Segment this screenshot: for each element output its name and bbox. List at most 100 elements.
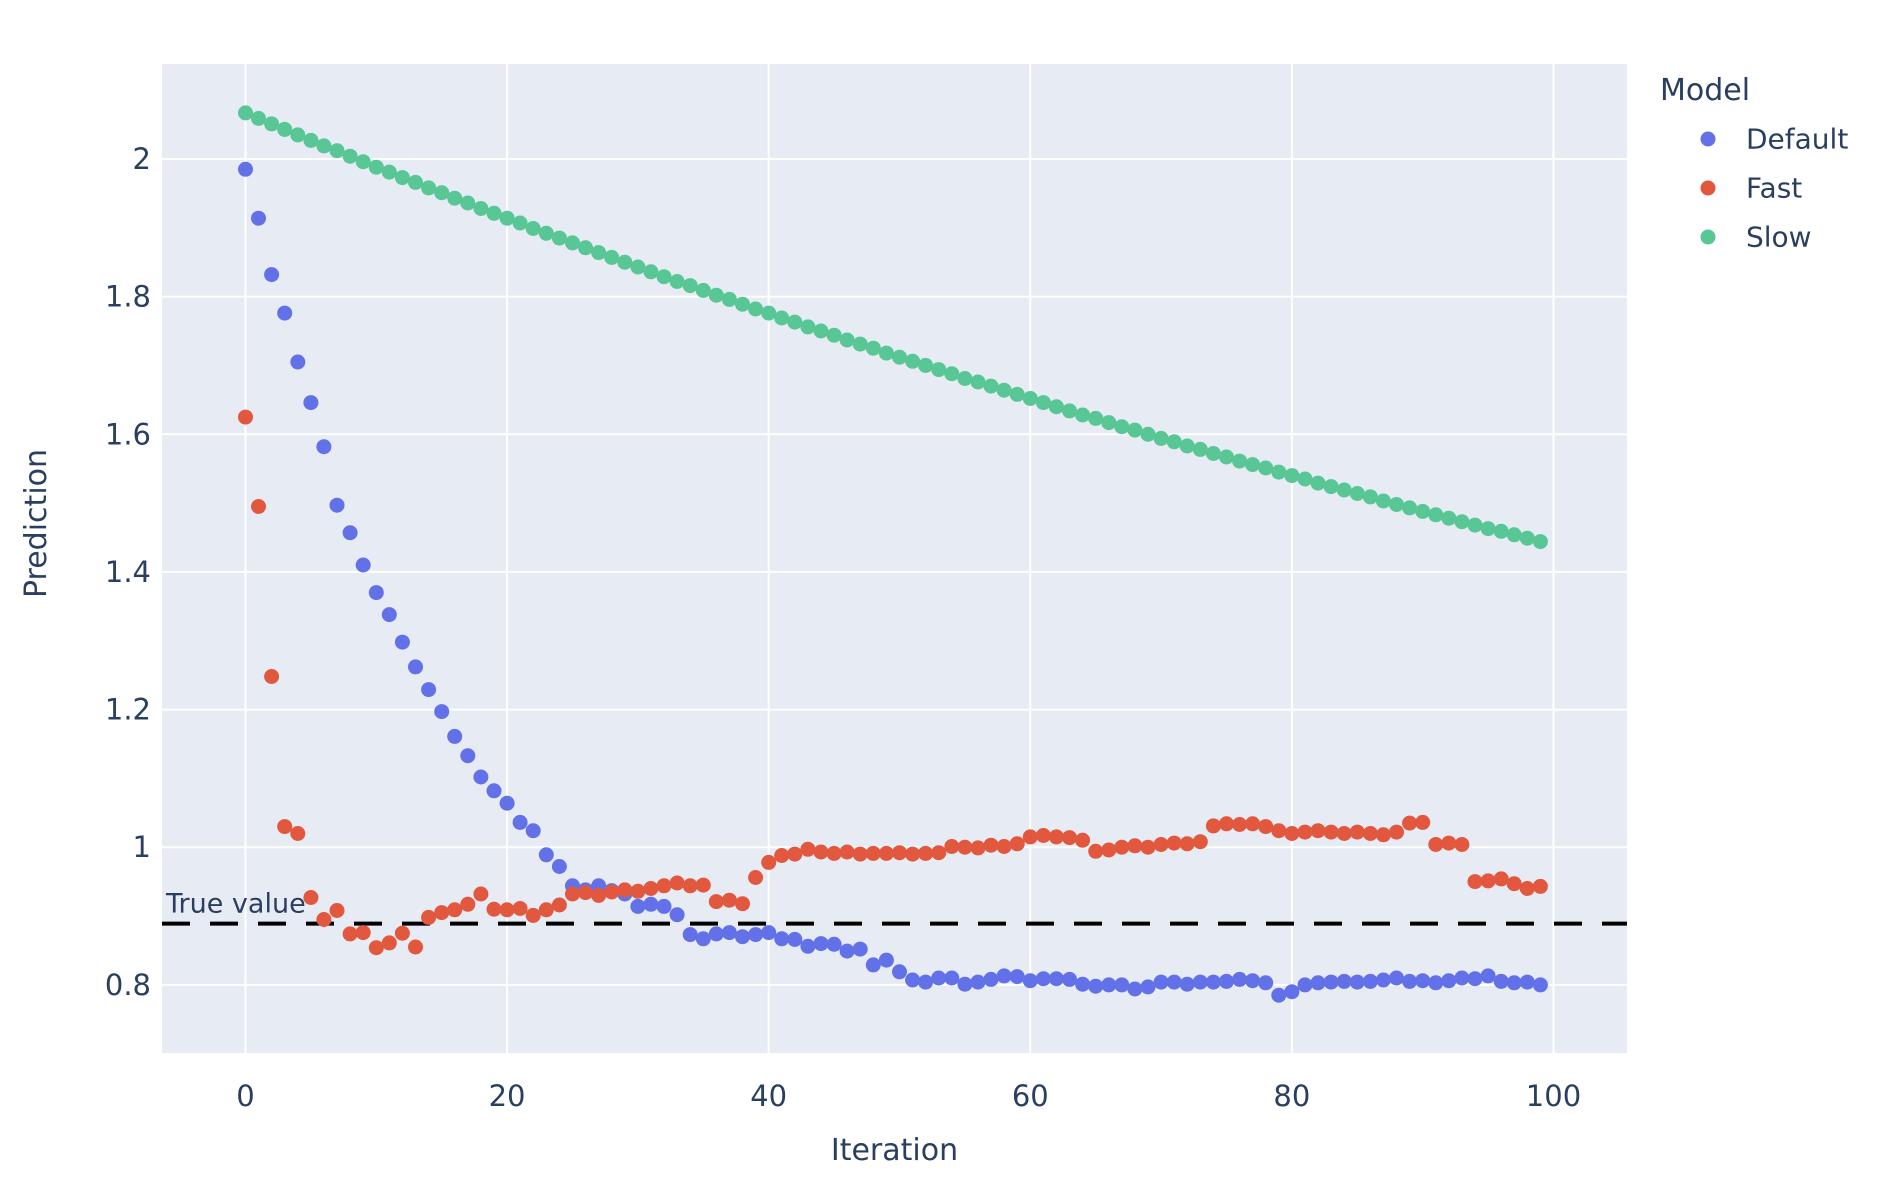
data-point-slow bbox=[1389, 497, 1404, 512]
data-point-slow bbox=[957, 371, 973, 386]
data-point-fast bbox=[721, 892, 737, 908]
y-tick-label: 1.8 bbox=[105, 280, 151, 314]
data-point-fast bbox=[669, 875, 685, 891]
data-point-slow bbox=[408, 174, 423, 190]
data-point-fast bbox=[277, 819, 293, 835]
data-point-slow bbox=[774, 310, 790, 326]
data-point-default bbox=[735, 929, 750, 945]
data-point-slow bbox=[342, 148, 358, 164]
data-point-default bbox=[996, 968, 1012, 984]
data-point-slow bbox=[303, 132, 319, 148]
data-point-default bbox=[721, 925, 737, 941]
data-point-default bbox=[460, 748, 476, 764]
data-point-fast bbox=[381, 935, 397, 951]
data-point-slow bbox=[551, 230, 567, 246]
data-point-default bbox=[1179, 976, 1195, 992]
data-point-fast bbox=[525, 907, 541, 923]
data-point-slow bbox=[1035, 395, 1051, 411]
data-point-default bbox=[486, 783, 502, 799]
data-point-fast bbox=[355, 925, 371, 941]
data-point-fast bbox=[329, 903, 345, 918]
data-point-fast bbox=[826, 845, 842, 861]
data-point-fast bbox=[865, 845, 881, 861]
data-point-fast bbox=[983, 837, 999, 853]
x-tick-label: 20 bbox=[489, 1079, 526, 1113]
data-point-fast bbox=[1532, 878, 1548, 894]
data-point-default bbox=[970, 974, 986, 990]
data-point-fast bbox=[1179, 836, 1195, 852]
data-point-slow bbox=[1258, 460, 1274, 476]
data-point-slow bbox=[578, 240, 593, 256]
data-point-default bbox=[1062, 971, 1077, 987]
data-point-slow bbox=[1232, 453, 1248, 469]
data-point-default bbox=[1506, 975, 1522, 991]
data-point-default bbox=[761, 925, 777, 941]
data-point-default bbox=[1415, 973, 1431, 989]
data-point-slow bbox=[1245, 457, 1261, 473]
data-point-default bbox=[538, 847, 554, 863]
data-point-slow bbox=[538, 225, 554, 241]
data-point-slow bbox=[1179, 438, 1195, 454]
legend-marker-slow-icon bbox=[1700, 229, 1716, 245]
data-point-slow bbox=[1271, 464, 1287, 480]
data-point-default bbox=[1035, 971, 1051, 987]
data-point-default bbox=[839, 943, 855, 959]
data-point-default bbox=[303, 395, 319, 411]
plot-area[interactable] bbox=[162, 64, 1627, 1053]
data-point-slow bbox=[355, 154, 371, 170]
series-slow bbox=[238, 105, 1548, 550]
data-point-slow bbox=[1284, 468, 1300, 484]
data-point-default bbox=[1022, 973, 1038, 989]
data-point-fast bbox=[735, 896, 750, 912]
data-point-default bbox=[355, 557, 371, 573]
data-point-fast bbox=[630, 883, 646, 899]
data-point-slow bbox=[892, 349, 907, 365]
data-point-fast bbox=[1441, 835, 1457, 851]
data-point-fast bbox=[970, 840, 986, 856]
data-point-slow bbox=[264, 116, 280, 132]
data-point-fast bbox=[1284, 826, 1300, 841]
data-point-slow bbox=[277, 121, 293, 137]
data-point-default bbox=[1336, 973, 1352, 989]
data-point-fast bbox=[931, 845, 947, 861]
x-tick-label: 100 bbox=[1526, 1079, 1581, 1113]
data-point-default bbox=[1048, 971, 1064, 987]
data-point-slow bbox=[1048, 399, 1064, 415]
data-point-slow bbox=[1336, 482, 1352, 498]
data-point-slow bbox=[878, 345, 894, 361]
data-point-default bbox=[1232, 971, 1248, 987]
data-point-default bbox=[1114, 977, 1130, 993]
data-point-slow bbox=[1009, 386, 1025, 402]
data-point-slow bbox=[499, 210, 515, 226]
data-point-fast bbox=[264, 669, 280, 684]
data-point-slow bbox=[1323, 479, 1339, 495]
data-point-fast bbox=[1166, 835, 1182, 851]
data-point-default bbox=[1271, 987, 1287, 1003]
data-point-fast bbox=[892, 845, 907, 861]
true-value-annotation: True value bbox=[165, 889, 306, 920]
data-point-default bbox=[434, 704, 450, 720]
data-point-default bbox=[394, 634, 410, 650]
legend-item-default[interactable]: Default bbox=[1700, 123, 1849, 156]
data-point-fast bbox=[1245, 816, 1261, 832]
data-point-fast bbox=[1192, 834, 1208, 850]
data-point-default bbox=[525, 823, 541, 839]
data-point-default bbox=[290, 354, 306, 370]
data-point-slow bbox=[1506, 527, 1522, 543]
data-point-slow bbox=[748, 301, 764, 317]
data-point-slow bbox=[826, 327, 842, 343]
data-point-default bbox=[1362, 973, 1378, 989]
data-point-fast bbox=[460, 896, 476, 912]
x-tick-label: 40 bbox=[750, 1079, 787, 1113]
data-point-slow bbox=[735, 296, 750, 312]
data-point-default bbox=[1441, 973, 1457, 989]
legend-item-fast[interactable]: Fast bbox=[1700, 172, 1803, 205]
data-point-slow bbox=[316, 138, 332, 154]
legend-item-slow[interactable]: Slow bbox=[1700, 221, 1812, 254]
data-point-slow bbox=[787, 314, 803, 330]
data-point-default bbox=[892, 964, 907, 980]
data-point-slow bbox=[512, 215, 528, 231]
data-point-slow bbox=[865, 340, 881, 356]
y-tick-label: 2 bbox=[133, 142, 151, 176]
